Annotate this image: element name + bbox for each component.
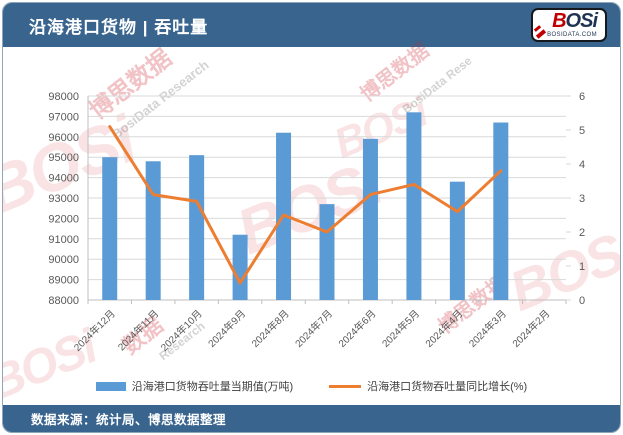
legend-label-line: 沿海港口货物吞吐量同比增长(%) [367, 381, 528, 393]
logo-slash-icon [535, 29, 547, 39]
svg-text:2: 2 [579, 227, 585, 239]
bar-2024年12月 [102, 157, 118, 300]
bar-2024年6月 [362, 138, 378, 300]
logo-subtext: BOSIDATA.COM [547, 32, 597, 38]
bar-2024年9月 [232, 234, 248, 300]
svg-text:93000: 93000 [48, 193, 79, 205]
svg-text:96000: 96000 [48, 132, 79, 144]
svg-text:92000: 92000 [48, 213, 79, 225]
legend-label-bar: 沿海港口货物吞吐量当期值(万吨) [131, 381, 294, 393]
svg-text:98000: 98000 [48, 91, 79, 103]
y-axis-right: 0 1 2 3 4 5 6 [566, 91, 585, 307]
throughput-chart: 88000 89000 90000 91000 92000 93000 94000 95000… [48, 91, 585, 354]
x-label-2024年7月: 2024年7月 [292, 307, 335, 350]
svg-text:0: 0 [579, 295, 585, 307]
legend-item-bar: 沿海港口货物吞吐量当期值(万吨) [95, 378, 294, 394]
chart-area: BOSi 博思数据 BosiData Research BOSi 博思数据 BosiDat… [3, 40, 620, 411]
bosi-logo: BOSi BOSIDATA.COM [531, 8, 607, 42]
svg-text:4: 4 [579, 159, 585, 171]
bar-2024年4月 [449, 181, 465, 300]
svg-text:5: 5 [579, 125, 585, 137]
svg-text:91000: 91000 [48, 234, 79, 246]
page-title: 沿海港口货物 | 吞吐量 [29, 17, 209, 37]
svg-text:89000: 89000 [48, 275, 79, 287]
bar-2024年11月 [145, 161, 161, 300]
y-axis-left: 88000 89000 90000 91000 92000 93000 94000 95000… [48, 91, 79, 307]
x-label-2024年9月: 2024年9月 [205, 307, 248, 350]
x-label-2024年3月: 2024年3月 [466, 307, 509, 350]
header: 沿海港口货物 | 吞吐量 BOSi BOSIDATA.COM [3, 3, 620, 47]
x-label-2024年10月: 2024年10月 [158, 307, 205, 354]
svg-text:90000: 90000 [48, 254, 79, 266]
bar-series-swatch-icon [95, 381, 126, 391]
logo-text: BOSi [552, 10, 598, 32]
svg-text:1: 1 [579, 261, 585, 273]
bar-2024年5月 [406, 112, 422, 300]
bar-2024年7月 [319, 204, 335, 300]
data-source-label: 数据来源：统计局、博思数据整理 [31, 413, 227, 427]
legend-item-line: 沿海港口货物吞吐量同比增长(%) [329, 378, 527, 394]
x-label-2024年4月: 2024年4月 [422, 307, 465, 350]
svg-text:97000: 97000 [48, 111, 79, 123]
x-label-2024年11月: 2024年11月 [115, 307, 161, 353]
x-label-2024年6月: 2024年6月 [336, 307, 379, 350]
x-label-2024年8月: 2024年8月 [249, 307, 292, 350]
x-label-2024年2月: 2024年2月 [509, 307, 552, 350]
line-series [108, 125, 503, 285]
svg-text:3: 3 [579, 193, 585, 205]
line-series-swatch-icon [329, 384, 362, 388]
svg-text:6: 6 [579, 91, 585, 103]
x-label-2024年12月: 2024年12月 [71, 307, 118, 354]
svg-text:94000: 94000 [48, 173, 79, 185]
bar-2024年10月 [189, 155, 205, 300]
bar-2024年3月 [493, 122, 509, 301]
svg-text:88000: 88000 [48, 295, 79, 307]
legend: 沿海港口货物吞吐量当期值(万吨) 沿海港口货物吞吐量同比增长(%) [3, 378, 620, 394]
footer: 数据来源：统计局、博思数据整理 [3, 405, 620, 432]
x-label-2024年5月: 2024年5月 [379, 307, 422, 350]
svg-text:95000: 95000 [48, 152, 79, 164]
